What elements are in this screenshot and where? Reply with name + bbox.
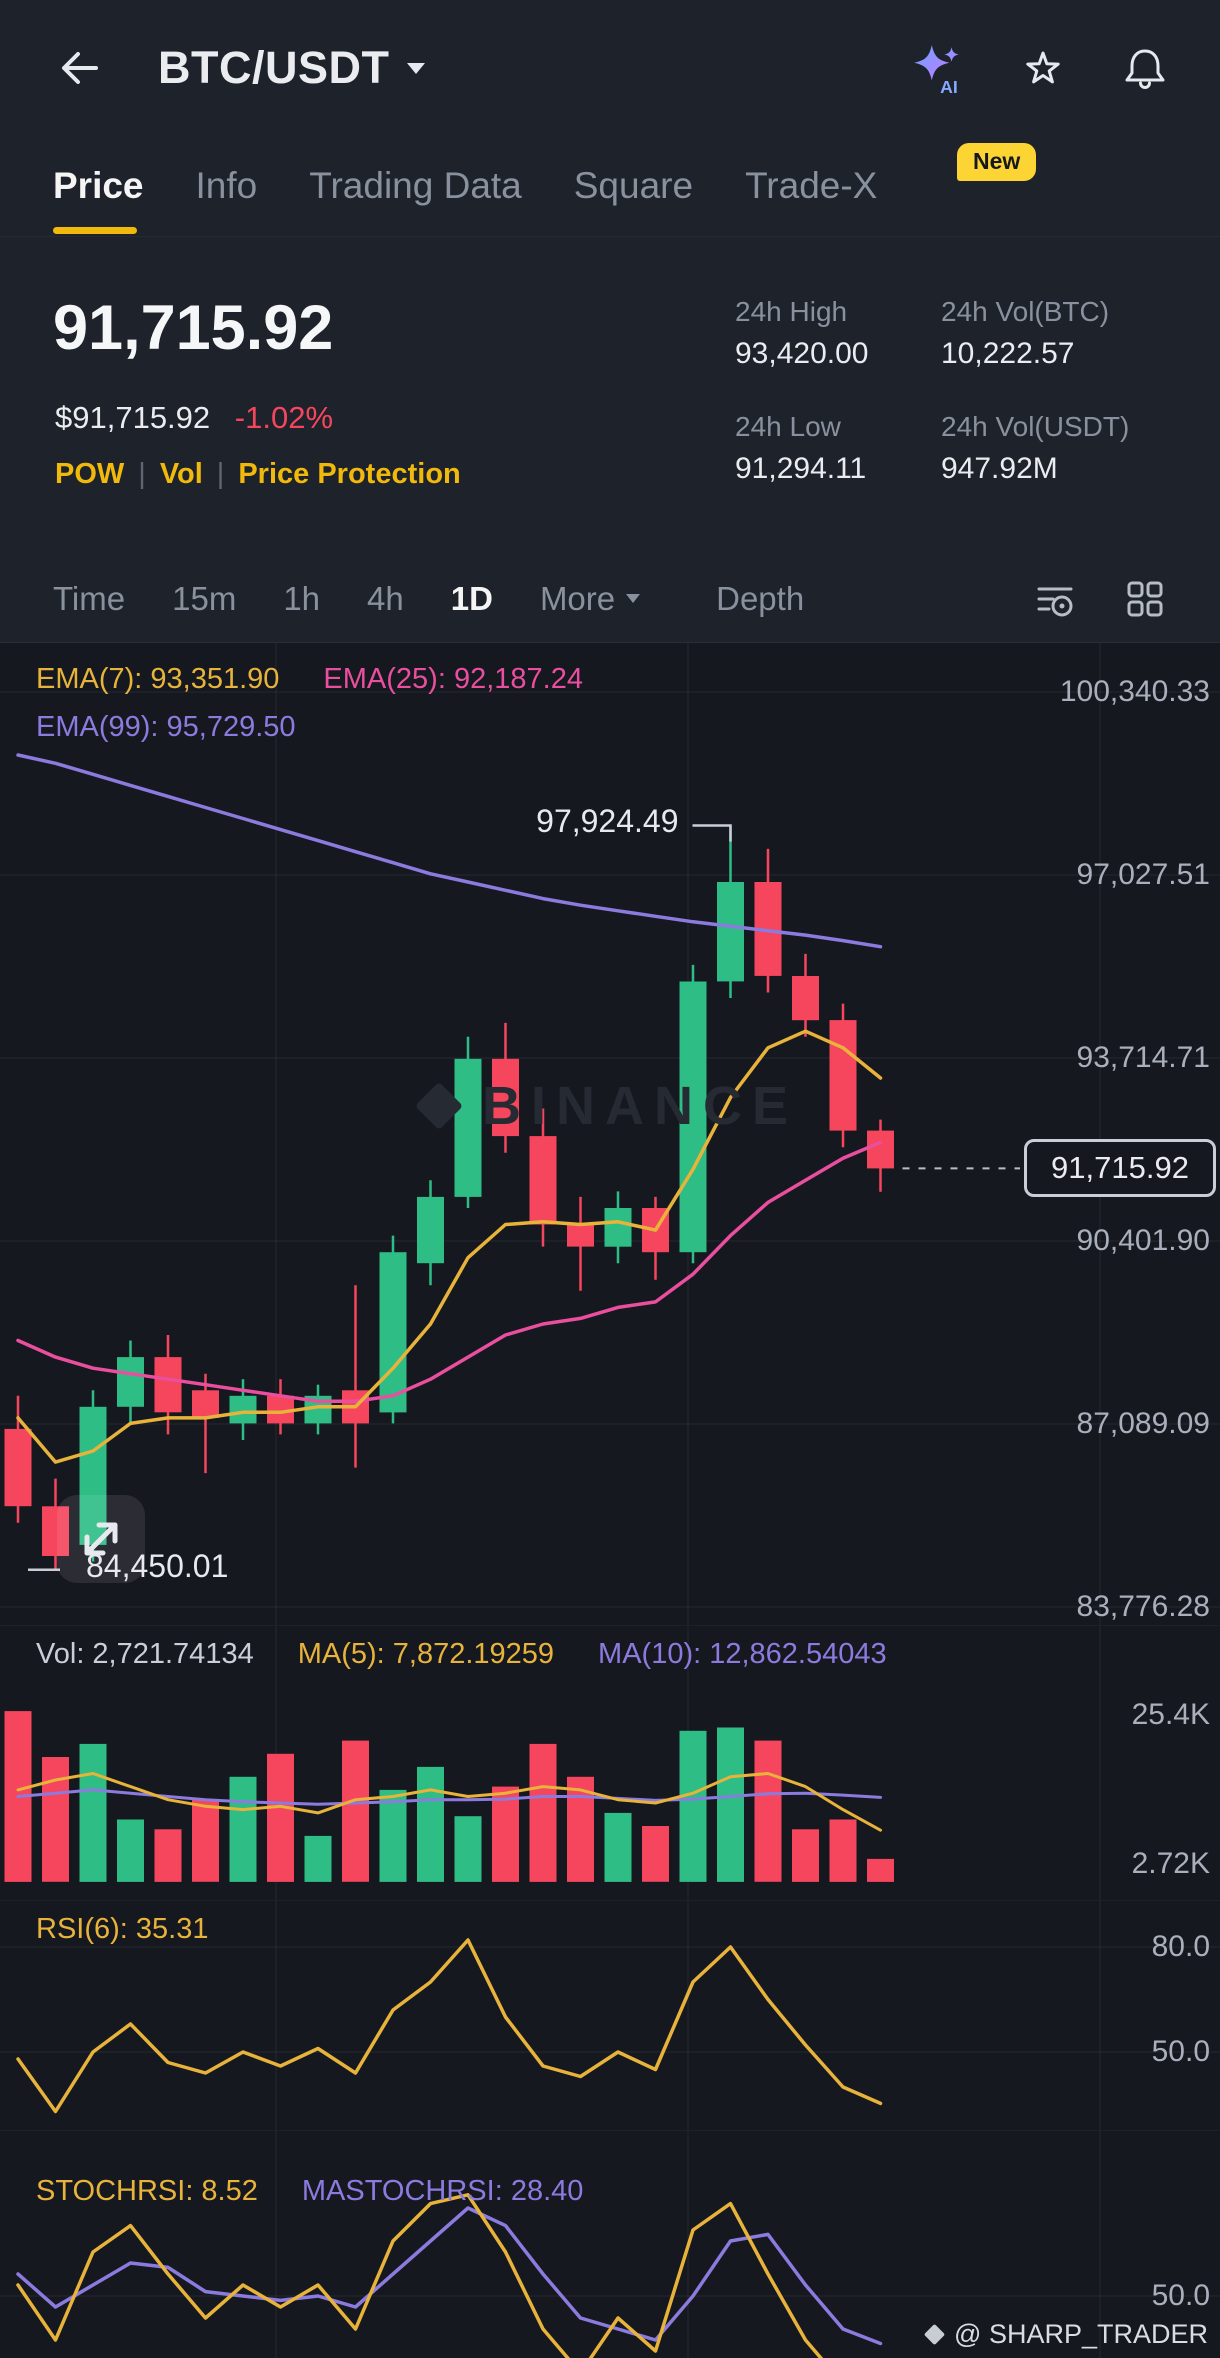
timeframe-time[interactable]: Time bbox=[53, 579, 126, 617]
ticker-stats: 24h High 93,420.00 24h Vol(BTC) 10,222.5… bbox=[735, 295, 1129, 487]
timeframe-toolbar: Time 15m 1h 4h 1D More Depth bbox=[0, 555, 1220, 643]
chevron-down-icon bbox=[407, 62, 426, 74]
tag-pow[interactable]: POW bbox=[55, 458, 125, 490]
timeframe-1h[interactable]: 1h bbox=[283, 579, 321, 617]
ai-label: AI bbox=[940, 76, 958, 94]
indicator-list-icon bbox=[1037, 587, 1073, 616]
vol-ma5-legend: MA(5): 7,872.19259 bbox=[297, 1638, 555, 1670]
bell-icon bbox=[1125, 49, 1165, 89]
last-price: 91,715.92 bbox=[53, 293, 334, 363]
tag-separator: | bbox=[216, 458, 225, 490]
grid-icon bbox=[1127, 581, 1163, 616]
stochrsi-d-legend: MASTOCHRSI: 28.40 bbox=[301, 2175, 584, 2207]
tab-trading-data[interactable]: Trading Data bbox=[309, 164, 522, 206]
stochrsi-legend: STOCHRSI: 8.52 MASTOCHRSI: 28.40 bbox=[36, 2175, 583, 2208]
stochrsi-chart[interactable] bbox=[0, 2131, 1220, 2358]
volume-chart[interactable] bbox=[0, 1626, 1220, 1900]
expand-chart-button[interactable] bbox=[57, 1495, 145, 1583]
vol-ma10-legend: MA(10): 12,862.54043 bbox=[598, 1638, 887, 1670]
rsi-legend: RSI(6): 35.31 bbox=[36, 1913, 208, 1946]
binance-watermark: BINANCE bbox=[414, 1075, 798, 1137]
candlestick-chart[interactable] bbox=[0, 643, 1220, 1625]
volume-legend: Vol: 2,721.74134 MA(5): 7,872.19259 MA(1… bbox=[36, 1638, 887, 1671]
vol-value-legend: Vol: 2,721.74134 bbox=[36, 1638, 254, 1670]
ema25-legend: EMA(25): 92,187.24 bbox=[323, 663, 583, 695]
star-icon bbox=[1026, 51, 1060, 83]
volume-pane[interactable]: Vol: 2,721.74134 MA(5): 7,872.19259 MA(1… bbox=[0, 1625, 1220, 1900]
ai-assistant-button[interactable]: AI bbox=[910, 41, 964, 95]
chart-layout-button[interactable] bbox=[1122, 576, 1168, 622]
timeframe-15m[interactable]: 15m bbox=[172, 579, 237, 617]
tag-vol[interactable]: Vol bbox=[159, 458, 203, 490]
toolbar-icons bbox=[1032, 576, 1168, 622]
change-percent: -1.02% bbox=[234, 400, 334, 435]
stat-24h-vol-btc: 24h Vol(BTC) 10,222.57 bbox=[941, 296, 1110, 370]
stat-24h-low: 24h Low 91,294.11 bbox=[735, 411, 867, 485]
ema7-legend: EMA(7): 93,351.90 bbox=[36, 663, 280, 695]
depth-button[interactable]: Depth bbox=[716, 579, 805, 617]
header-icons: AI bbox=[910, 41, 1168, 95]
low-price-annotation: 84,450.01 bbox=[86, 1547, 229, 1584]
rsi-value-legend: RSI(6): 35.31 bbox=[36, 1913, 209, 1945]
fiat-price: $91,715.92 bbox=[55, 400, 211, 435]
fiat-price-row: $91,715.92 -1.02% bbox=[55, 400, 333, 436]
header: BTC/USDT AI bbox=[0, 0, 1220, 135]
tag-price-protection[interactable]: Price Protection bbox=[238, 458, 461, 490]
new-badge: New bbox=[957, 143, 1037, 181]
diamond-icon bbox=[923, 2323, 946, 2346]
tab-trade-x[interactable]: Trade-X bbox=[745, 164, 878, 206]
tab-price[interactable]: Price bbox=[53, 164, 144, 206]
pair-selector[interactable]: BTC/USDT bbox=[158, 42, 427, 94]
stat-24h-vol-usdt: 24h Vol(USDT) 947.92M bbox=[941, 411, 1130, 485]
chevron-down-icon bbox=[626, 594, 641, 603]
back-arrow-icon bbox=[62, 51, 98, 84]
active-tab-underline bbox=[53, 227, 137, 234]
back-button[interactable] bbox=[56, 44, 104, 92]
ema-legend-row-1: EMA(7): 93,351.90 EMA(25): 92,187.24 bbox=[36, 663, 583, 696]
rsi-chart[interactable] bbox=[0, 1901, 1220, 2130]
stochrsi-k-legend: STOCHRSI: 8.52 bbox=[36, 2175, 258, 2207]
timeframe-more[interactable]: More bbox=[540, 580, 641, 618]
rsi-pane[interactable]: RSI(6): 35.31 80.0 50.0 bbox=[0, 1900, 1220, 2130]
indicator-settings-button[interactable] bbox=[1032, 576, 1078, 622]
tag-separator: | bbox=[138, 458, 146, 490]
binance-logo-icon bbox=[414, 1081, 464, 1131]
high-price-annotation: 97,924.49 bbox=[536, 803, 679, 840]
tab-square[interactable]: Square bbox=[573, 164, 694, 206]
expand-arrows-icon bbox=[84, 1522, 118, 1556]
ai-sparkle-icon: AI bbox=[914, 44, 959, 95]
tags-row: POW | Vol | Price Protection bbox=[55, 458, 461, 491]
top-tabs: Price Info Trading Data Square Trade-X N… bbox=[0, 135, 1220, 237]
stochrsi-pane[interactable]: STOCHRSI: 8.52 MASTOCHRSI: 28.40 50.0 @ … bbox=[0, 2130, 1220, 2358]
timeframe-4h[interactable]: 4h bbox=[367, 579, 404, 617]
pair-title: BTC/USDT bbox=[158, 41, 390, 93]
top-region bbox=[0, 0, 1220, 643]
stat-24h-high: 24h High 93,420.00 bbox=[735, 296, 869, 370]
ema99-legend: EMA(99): 95,729.50 bbox=[36, 711, 296, 743]
ema-legend-row-2: EMA(99): 95,729.50 bbox=[36, 711, 296, 744]
price-chart-pane[interactable]: BINANCE EMA(7): 93,351.90 EMA(25): 92,18… bbox=[0, 643, 1220, 1625]
timeframe-1d[interactable]: 1D bbox=[450, 579, 493, 617]
favorite-button[interactable] bbox=[1020, 45, 1066, 91]
current-price-tag: 91,715.92 bbox=[1024, 1139, 1216, 1198]
trader-credit: @ SHARP_TRADER bbox=[923, 2319, 1208, 2350]
tab-info[interactable]: Info bbox=[195, 164, 258, 206]
notifications-button[interactable] bbox=[1122, 45, 1168, 91]
